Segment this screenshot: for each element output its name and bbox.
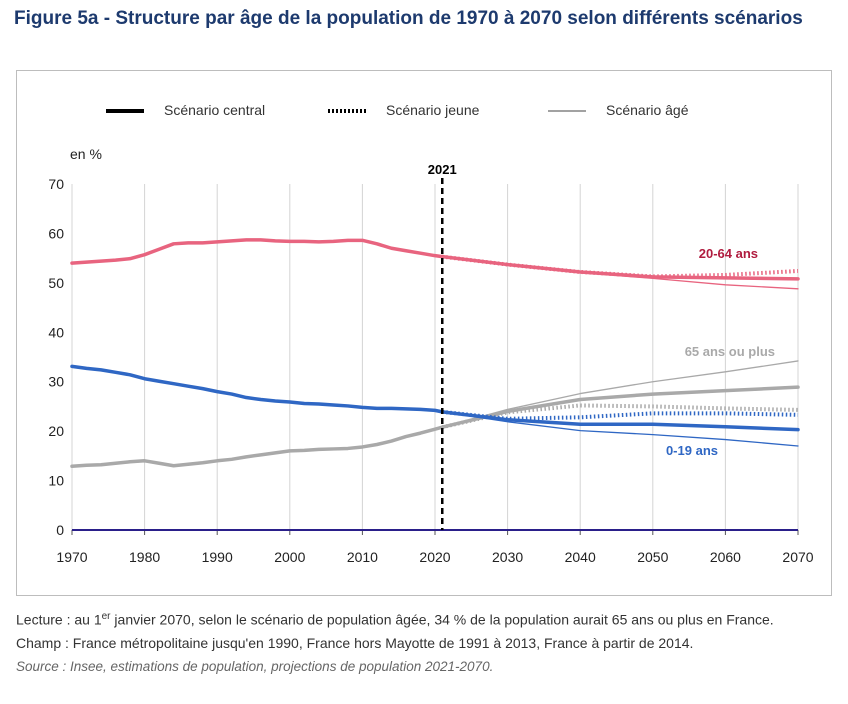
- x-tick-label: 2060: [710, 549, 741, 565]
- marker-label: 2021: [428, 162, 457, 177]
- x-tick-label: 1970: [56, 549, 87, 565]
- series-label: 20-64 ans: [699, 246, 758, 261]
- y-tick-label: 20: [48, 423, 64, 439]
- y-tick-label: 50: [48, 275, 64, 291]
- chart-frame: [16, 70, 832, 596]
- series-line-central: [440, 254, 800, 281]
- chart-notes: Lecture : au 1er janvier 2070, selon le …: [16, 607, 836, 680]
- y-tick-label: 0: [56, 522, 64, 538]
- y-tick-label: 30: [48, 374, 64, 390]
- y-tick-label: 10: [48, 473, 64, 489]
- champ-note: Champ : France métropolitaine jusqu'en 1…: [16, 634, 694, 651]
- series-label: 65 ans ou plus: [685, 344, 775, 359]
- source-note: Source : Insee, estimations de populatio…: [16, 658, 494, 674]
- x-tick-label: 2040: [565, 549, 596, 565]
- unit-label: en %: [70, 146, 102, 162]
- series-line-central: [440, 410, 800, 432]
- x-tick-label: 2030: [492, 549, 523, 565]
- series-line-historic: [70, 364, 445, 414]
- series-line-historic: [70, 238, 445, 265]
- x-tick-label: 2010: [347, 549, 378, 565]
- series-line-central: [440, 385, 800, 429]
- x-tick-label: 1990: [202, 549, 233, 565]
- x-tick-label: 1980: [129, 549, 160, 565]
- legend-label: Scénario central: [164, 102, 265, 118]
- series-line-jeune: [441, 403, 799, 430]
- y-tick-label: 70: [48, 176, 64, 192]
- series-label: 0-19 ans: [666, 443, 718, 458]
- lecture-note: Lecture : au 1er janvier 2070, selon le …: [16, 611, 774, 628]
- y-tick-label: 60: [48, 225, 64, 241]
- x-tick-label: 2020: [419, 549, 450, 565]
- figure-title: Figure 5a - Structure par âge de la popu…: [14, 8, 803, 29]
- x-tick-label: 2050: [637, 549, 668, 565]
- series-line-jeune: [442, 254, 799, 279]
- legend-label: Scénario jeune: [386, 102, 480, 118]
- x-tick-label: 2000: [274, 549, 305, 565]
- y-tick-label: 40: [48, 324, 64, 340]
- x-tick-label: 2070: [782, 549, 813, 565]
- legend-label: Scénario âgé: [606, 102, 689, 118]
- series-line-historic: [70, 425, 445, 468]
